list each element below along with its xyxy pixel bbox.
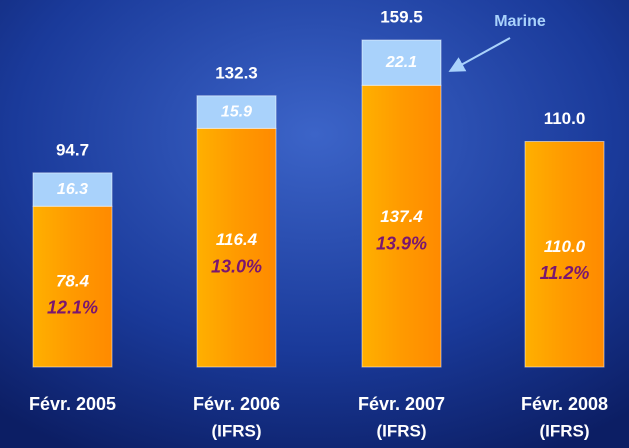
value-label: 137.4 [380, 207, 423, 226]
x-tick-note: (IFRS) [539, 421, 589, 440]
x-tick-note: (IFRS) [211, 421, 261, 440]
annotation-arrow [448, 37, 511, 72]
value-label: 116.4 [216, 230, 258, 249]
x-tick-label: Févr. 2008 [521, 394, 608, 414]
bar-segment [32, 172, 113, 207]
value-label: 16.3 [57, 181, 88, 198]
total-label: 110.0 [544, 109, 586, 128]
total-label: 132.3 [215, 63, 258, 82]
value-label: 22.1 [385, 54, 417, 71]
value-label: 110.0 [544, 237, 586, 256]
x-tick-note: (IFRS) [376, 421, 426, 440]
margin-label: 12.1% [47, 298, 98, 318]
value-label: 78.4 [56, 271, 90, 290]
x-tick-label: Févr. 2006 [193, 394, 280, 414]
margin-label: 11.2% [540, 263, 590, 283]
margin-label: 13.0% [211, 256, 262, 276]
x-tick-label: Févr. 2007 [358, 394, 445, 414]
total-label: 159.5 [380, 8, 423, 27]
bar-segment [196, 95, 277, 129]
bar-segment [524, 141, 605, 368]
bar-segment [196, 127, 277, 368]
bar-segment [361, 84, 442, 368]
bar-segment [32, 205, 113, 368]
bar-segment [361, 39, 442, 86]
series-annotation: Marine [494, 13, 546, 30]
total-label: 94.7 [56, 140, 89, 159]
margin-label: 13.9% [376, 233, 427, 253]
x-tick-label: Févr. 2005 [29, 394, 116, 414]
value-label: 15.9 [221, 103, 252, 120]
